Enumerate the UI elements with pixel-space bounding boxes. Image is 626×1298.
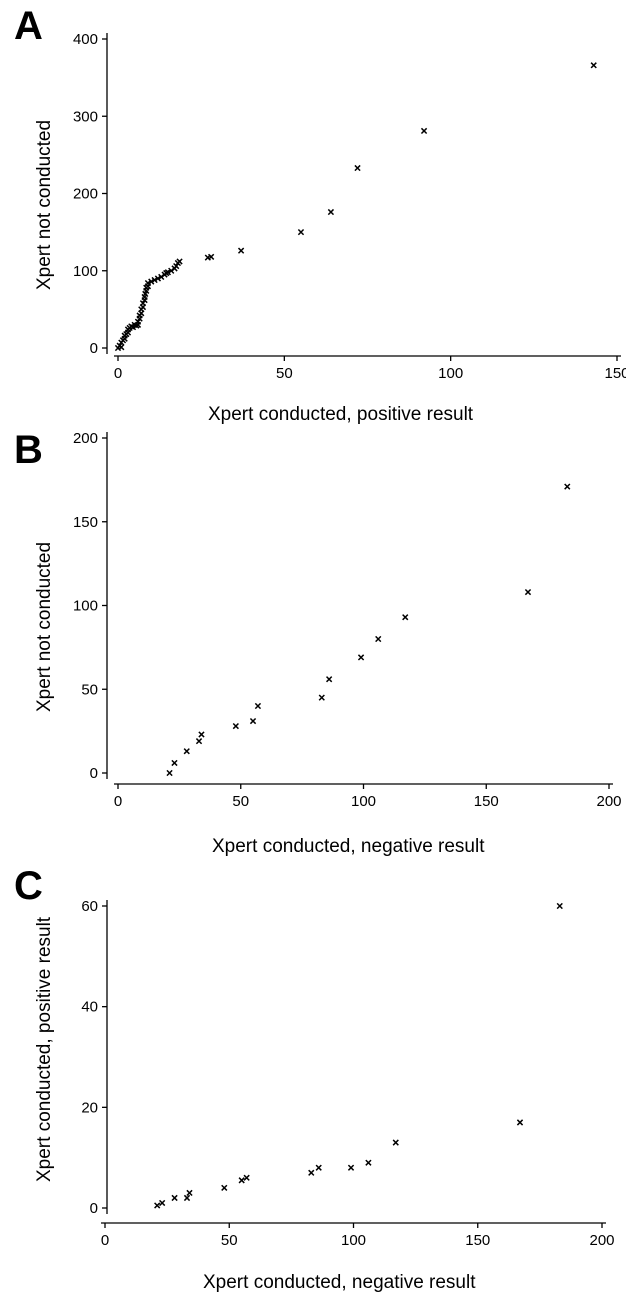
- panel-letter-c: C: [14, 864, 43, 908]
- x-tick-label-b: 50: [232, 793, 249, 810]
- panel-letter-b: B: [14, 428, 43, 472]
- data-point-a: [297, 228, 305, 236]
- data-point-b: [183, 748, 190, 755]
- data-point-c: [221, 1184, 228, 1191]
- y-tick-label-a: 400: [73, 31, 98, 48]
- data-point-b: [375, 635, 382, 643]
- data-point-a: [144, 279, 152, 287]
- chart-panel-c: C 0 50 100 150 200 0 20 40 60 Xpert conducted, n…: [0, 862, 626, 1298]
- data-point-c: [308, 1169, 315, 1176]
- x-tick-label-b: 0: [114, 793, 122, 810]
- data-point-b: [198, 731, 205, 738]
- data-point-b: [249, 717, 257, 725]
- x-tick-label-c: 200: [589, 1232, 614, 1249]
- x-tick-label-b: 100: [351, 793, 376, 810]
- data-point-b: [325, 676, 333, 683]
- x-tick-label-b: 150: [474, 793, 499, 810]
- data-point-a: [139, 300, 147, 307]
- data-point-b: [232, 722, 239, 730]
- y-axis-label-c: Xpert conducted, positive result: [34, 916, 55, 1182]
- y-tick-label-b: 0: [90, 765, 98, 782]
- x-tick-label-c: 150: [465, 1232, 490, 1249]
- data-point-b: [318, 694, 325, 701]
- chart-panel-b: B 0 50 100 150 200 0 50 100 150 200 Xpert conduct…: [0, 430, 626, 862]
- data-point-a: [590, 62, 597, 69]
- x-axis-label-a: Xpert conducted, positive result: [208, 404, 474, 425]
- data-point-a: [237, 247, 245, 254]
- y-tick-label-a: 200: [73, 186, 98, 203]
- x-tick-label-c: 100: [341, 1232, 366, 1249]
- x-axis-label-b: Xpert conducted, negative result: [212, 836, 485, 857]
- x-tick-label-a: 50: [276, 365, 293, 382]
- data-point-a: [118, 344, 125, 351]
- data-point-a: [327, 208, 335, 216]
- data-point-a: [148, 278, 155, 285]
- panel-letter-a: A: [14, 4, 43, 48]
- data-point-a: [420, 127, 428, 135]
- y-axis-label-b: Xpert not conducted: [34, 541, 55, 712]
- data-point-b: [166, 769, 173, 777]
- data-point-b: [357, 654, 365, 661]
- data-point-a: [154, 275, 162, 282]
- data-point-c: [154, 1202, 161, 1209]
- data-point-b: [254, 702, 262, 710]
- data-point-a: [354, 164, 361, 172]
- data-point-c: [365, 1159, 372, 1166]
- x-tick-label-b: 200: [596, 793, 621, 810]
- data-point-a: [134, 318, 142, 325]
- data-point-b: [564, 483, 571, 490]
- data-point-c: [556, 902, 563, 910]
- x-tick-label-a: 150: [604, 365, 626, 382]
- scatter-plot-b: 0 50 100 150 200 0 50 100 150 200: [73, 430, 622, 810]
- data-point-a: [176, 258, 183, 265]
- data-point-a: [164, 269, 172, 276]
- y-tick-label-b: 50: [81, 681, 98, 698]
- x-tick-label-a: 0: [114, 365, 122, 382]
- y-tick-label-c: 20: [81, 1099, 98, 1116]
- x-tick-label-c: 0: [101, 1232, 109, 1249]
- data-point-c: [171, 1194, 178, 1202]
- data-point-b: [195, 738, 203, 745]
- y-tick-label-c: 0: [90, 1200, 98, 1217]
- data-point-c: [159, 1199, 166, 1207]
- x-tick-label-c: 50: [221, 1232, 238, 1249]
- y-tick-label-a: 100: [73, 263, 98, 280]
- data-point-b: [524, 588, 532, 596]
- y-axis-label-a: Xpert not conducted: [34, 119, 55, 290]
- x-tick-label-a: 100: [438, 365, 463, 382]
- data-point-c: [315, 1164, 322, 1171]
- y-tick-label-c: 40: [81, 999, 98, 1016]
- data-point-c: [186, 1189, 193, 1197]
- data-point-c: [183, 1194, 191, 1202]
- y-tick-label-b: 150: [73, 514, 98, 531]
- scatter-plot-a: 0 50 100 150 0 100 200 300 400: [73, 31, 626, 382]
- y-tick-label-b: 100: [73, 598, 98, 615]
- x-axis-label-c: Xpert conducted, negative result: [203, 1272, 476, 1293]
- data-point-a: [173, 262, 180, 270]
- data-point-b: [171, 759, 178, 767]
- data-point-c: [243, 1174, 250, 1181]
- chart-panel-a: A 0 50 100 150 0 100 200 300 400 Xpert conducted…: [0, 0, 626, 430]
- data-point-a: [208, 253, 215, 260]
- y-tick-label-a: 0: [90, 340, 98, 357]
- data-point-b: [402, 614, 409, 621]
- data-point-c: [516, 1119, 524, 1126]
- y-tick-label-b: 200: [73, 430, 98, 447]
- data-point-c: [347, 1164, 355, 1171]
- data-point-c: [392, 1139, 399, 1146]
- scatter-plot-c: 0 50 100 150 200 0 20 40 60: [81, 898, 614, 1249]
- y-tick-label-a: 300: [73, 108, 98, 125]
- data-point-a: [151, 276, 158, 284]
- y-tick-label-c: 60: [81, 898, 98, 915]
- data-point-c: [238, 1177, 245, 1184]
